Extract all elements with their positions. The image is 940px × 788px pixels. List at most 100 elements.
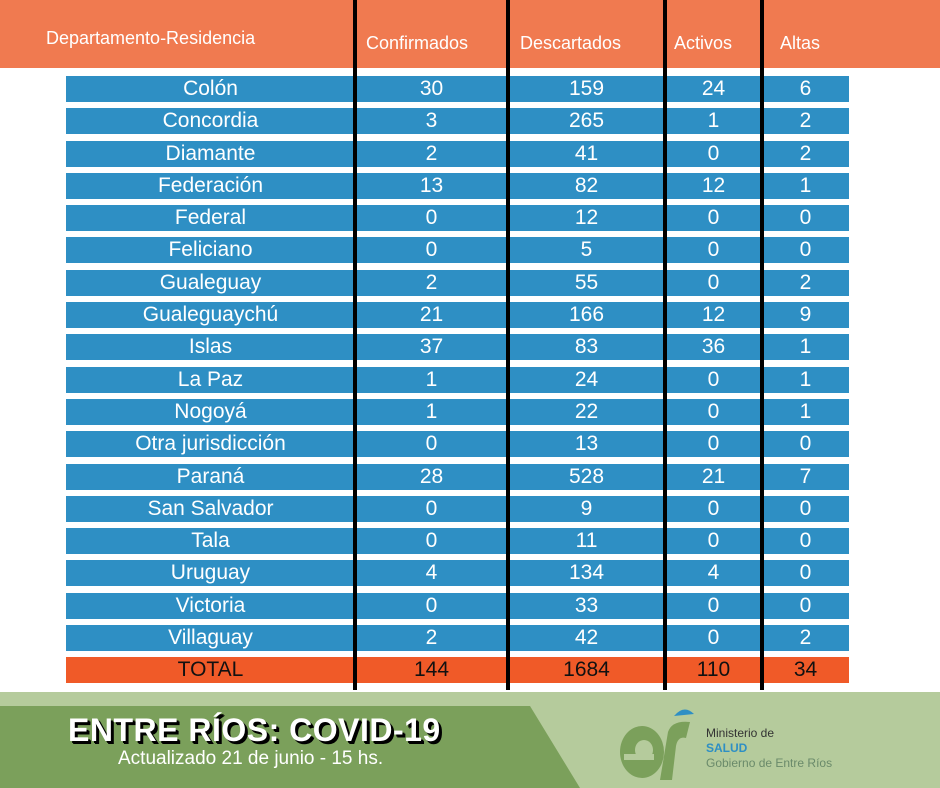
- cell-confirmados: 3: [425, 109, 438, 133]
- logo-line2: SALUD: [706, 741, 748, 755]
- cell-descartados: 265: [568, 109, 605, 133]
- header-confirmados: Confirmados: [366, 33, 469, 53]
- cell-altas: 7: [799, 464, 812, 488]
- cell-confirmados: 13: [419, 173, 444, 197]
- cell-departamento: Concordia: [162, 109, 259, 133]
- cell-departamento: TOTAL: [177, 658, 244, 682]
- cell-departamento: Nogoyá: [174, 399, 247, 423]
- cell-activos: 1: [707, 109, 720, 133]
- cell-activos: 4: [707, 561, 720, 585]
- cell-altas: 0: [799, 593, 812, 617]
- table-row: La Paz 1 24 0 1: [66, 366, 849, 393]
- cell-departamento: Federación: [157, 173, 264, 197]
- cell-departamento: Federal: [174, 206, 247, 230]
- cell-altas: 1: [799, 335, 812, 359]
- cell-departamento: Uruguay: [170, 561, 251, 585]
- cell-departamento: Feliciano: [168, 238, 253, 262]
- cell-altas: 6: [799, 77, 812, 100]
- cell-departamento: Colón: [183, 77, 238, 100]
- cell-altas: 2: [799, 109, 812, 133]
- cell-altas: 2: [799, 626, 812, 650]
- cell-confirmados: 0: [425, 496, 438, 520]
- cell-confirmados: 0: [425, 238, 438, 262]
- cell-departamento: Victoria: [175, 593, 246, 617]
- table-header: Departamento-Residencia Confirmados Desc…: [0, 0, 940, 68]
- data-table: Colón 30 159 24 6 Concordia 3 265 1 2 Diamante 2 41 0…: [66, 76, 849, 690]
- cell-descartados: 82: [574, 173, 599, 197]
- cell-altas: 0: [799, 496, 812, 520]
- cell-altas: 1: [799, 173, 812, 197]
- header-altas: Altas: [780, 33, 821, 53]
- table-row: Uruguay 4 134 4 0: [66, 560, 849, 587]
- cell-altas: 1: [799, 399, 812, 423]
- logo-line1: Ministerio de: [706, 726, 775, 740]
- cell-descartados: 42: [574, 626, 599, 650]
- table-row: Federación 13 82 12 1: [66, 172, 849, 199]
- cell-confirmados: 0: [425, 593, 438, 617]
- header-departamento: Departamento-Residencia: [46, 28, 256, 48]
- cell-activos: 12: [701, 303, 726, 327]
- cell-activos: 12: [701, 173, 726, 197]
- header-descartados: Descartados: [520, 33, 622, 53]
- column-divider: [353, 0, 357, 690]
- cell-departamento: Paraná: [176, 464, 245, 488]
- cell-confirmados: 30: [419, 77, 444, 100]
- cell-descartados: 11: [575, 529, 598, 553]
- cell-confirmados: 0: [425, 206, 438, 230]
- table-row: Federal 0 12 0 0: [66, 205, 849, 232]
- cell-confirmados: 37: [419, 335, 444, 359]
- column-divider: [663, 0, 667, 690]
- table-row: Gualeguaychú 21 166 12 9: [66, 302, 849, 329]
- cell-departamento: San Salvador: [147, 496, 274, 520]
- cell-activos: 0: [707, 206, 720, 230]
- cell-activos: 0: [707, 496, 720, 520]
- cell-descartados: 9: [580, 496, 593, 520]
- cell-activos: 21: [701, 464, 726, 488]
- cell-descartados: 83: [574, 335, 599, 359]
- cell-confirmados: 0: [425, 529, 438, 553]
- cell-departamento: Islas: [188, 335, 233, 359]
- cell-altas: 0: [799, 561, 812, 585]
- cell-confirmados: 1: [425, 367, 438, 391]
- cell-activos: 0: [707, 238, 720, 262]
- table-row: Islas 37 83 36 1: [66, 334, 849, 361]
- table-row: Gualeguay 2 55 0 2: [66, 269, 849, 296]
- cell-descartados: 528: [568, 464, 605, 488]
- cell-activos: 0: [707, 432, 720, 456]
- cell-activos: 0: [707, 529, 720, 553]
- cell-descartados: 134: [568, 561, 605, 585]
- table-row: Villaguay 2 42 0 2: [66, 625, 849, 652]
- cell-activos: 110: [696, 658, 731, 682]
- cell-descartados: 33: [574, 593, 599, 617]
- cell-activos: 36: [701, 335, 726, 359]
- table-row: Victoria 0 33 0 0: [66, 592, 849, 619]
- cell-descartados: 5: [580, 238, 593, 262]
- footer-banner: ENTRE RÍOS: COVID-19 Actualizado 21 de j…: [0, 692, 940, 788]
- table-row: Paraná 28 528 21 7: [66, 463, 849, 490]
- table-row: Colón 30 159 24 6: [66, 76, 849, 102]
- cell-descartados: 55: [574, 270, 599, 294]
- cell-activos: 0: [707, 367, 720, 391]
- cell-descartados: 159: [568, 77, 605, 100]
- table-row: Concordia 3 265 1 2: [66, 108, 849, 135]
- cell-descartados: 41: [574, 141, 599, 165]
- banner-subtitle: Actualizado 21 de junio - 15 hs.: [118, 748, 384, 769]
- cell-departamento: Otra jurisdicción: [135, 432, 286, 456]
- cell-confirmados: 2: [425, 141, 438, 165]
- cell-altas: 1: [799, 367, 812, 391]
- cell-confirmados: 2: [425, 270, 438, 294]
- cell-descartados: 13: [574, 432, 599, 456]
- cell-activos: 24: [701, 77, 726, 100]
- cell-activos: 0: [707, 270, 720, 294]
- cell-confirmados: 4: [425, 561, 438, 585]
- er-logo-icon: [620, 709, 694, 780]
- ministry-label: Ministerio de SALUD Gobierno de Entre Rí…: [706, 726, 832, 771]
- cell-activos: 0: [707, 141, 720, 165]
- total-row: TOTAL 144 1684 110 34: [66, 657, 849, 684]
- cell-altas: 2: [799, 141, 812, 165]
- cell-descartados: 24: [574, 367, 599, 391]
- cell-altas: 0: [799, 238, 812, 262]
- cell-departamento: La Paz: [177, 367, 244, 391]
- cell-confirmados: 0: [425, 432, 438, 456]
- cell-departamento: Tala: [191, 529, 230, 553]
